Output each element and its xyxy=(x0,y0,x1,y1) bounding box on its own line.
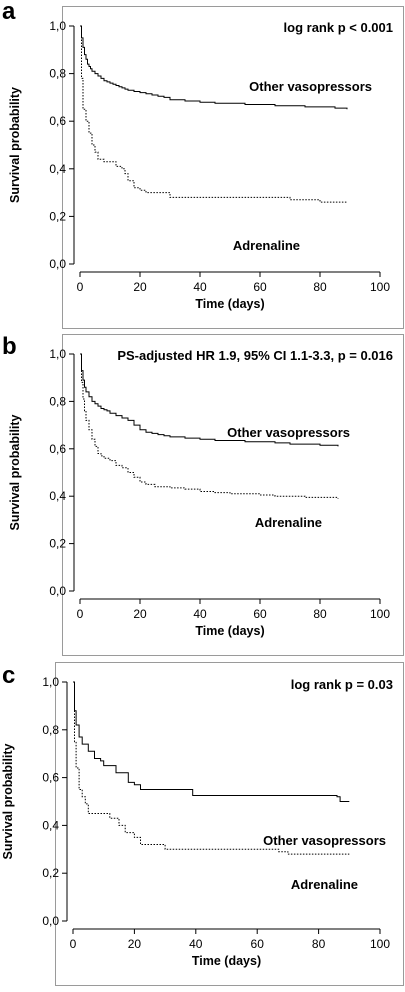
x-axis-label: Time (days) xyxy=(195,624,264,638)
y-tick-label: 0,0 xyxy=(42,914,59,928)
series-label-adrenaline: Adrenaline xyxy=(291,877,358,892)
y-tick-label: 0,2 xyxy=(42,866,59,880)
x-tick-label: 0 xyxy=(70,937,77,951)
series-label-other-vasopressors: Other vasopressors xyxy=(227,425,350,440)
y-axis-label: Survival probability xyxy=(8,87,22,203)
y-tick-label: 0,4 xyxy=(49,489,66,503)
x-tick-label: 80 xyxy=(312,937,326,951)
chart-panel-b: b 0 20 40 60 80 100 0,0 0,2 0,4 0,6 0,8 1,0 Time (day… xyxy=(2,333,404,656)
chart-panel-c: c 0 20 40 60 80 100 0,0 0,2 0,4 0,6 0,8 1,0 Time (day… xyxy=(1,662,404,986)
chart-panel-a: a 0 20 40 60 80 100 0,0 0,2 0,4 0,6 0,8 1,0 Time (day… xyxy=(2,0,404,329)
x-axis-label: Time (days) xyxy=(195,297,264,311)
y-axis-label: Survival probability xyxy=(8,414,22,530)
x-tick-label: 80 xyxy=(313,607,327,621)
panel-letter: b xyxy=(2,333,17,360)
y-tick-label: 0,8 xyxy=(49,67,66,81)
y-tick-label: 0,4 xyxy=(42,818,59,832)
series-label-other-vasopressors: Other vasopressors xyxy=(263,833,386,848)
x-tick-label: 100 xyxy=(370,280,390,294)
y-tick-label: 0,6 xyxy=(42,771,59,785)
y-tick-label: 0,4 xyxy=(49,162,66,176)
x-tick-label: 60 xyxy=(251,937,265,951)
y-tick-label: 0,2 xyxy=(49,537,66,551)
x-tick-label: 20 xyxy=(128,937,142,951)
plot-frame xyxy=(55,662,404,986)
y-tick-label: 0,6 xyxy=(49,114,66,128)
x-tick-label: 100 xyxy=(370,937,390,951)
series-line-adrenaline xyxy=(80,25,347,203)
x-tick-label: 0 xyxy=(77,607,84,621)
series-line-other-vasopressors xyxy=(80,25,348,110)
x-tick-label: 60 xyxy=(253,607,267,621)
annotation-text: log rank p < 0.001 xyxy=(284,20,393,35)
x-tick-label: 100 xyxy=(370,607,390,621)
series-label-adrenaline: Adrenaline xyxy=(255,515,322,530)
y-tick-label: 0,0 xyxy=(49,584,66,598)
series-line-adrenaline xyxy=(80,353,339,499)
panel-letter: a xyxy=(2,0,16,25)
series-line-adrenaline xyxy=(73,681,350,855)
x-tick-label: 0 xyxy=(77,280,84,294)
annotation-text: log rank p = 0.03 xyxy=(291,677,393,692)
y-tick-label: 0,8 xyxy=(42,723,59,737)
x-tick-label: 40 xyxy=(189,937,203,951)
series-label-other-vasopressors: Other vasopressors xyxy=(249,79,372,94)
panel-letter: c xyxy=(2,662,15,689)
x-axis-label: Time (days) xyxy=(192,954,261,968)
x-tick-label: 40 xyxy=(193,280,207,294)
x-tick-label: 20 xyxy=(133,280,147,294)
x-tick-label: 60 xyxy=(253,280,267,294)
x-tick-label: 80 xyxy=(313,280,327,294)
y-tick-label: 0,0 xyxy=(49,257,66,271)
series-line-other-vasopressors xyxy=(80,353,339,447)
y-axis-label: Survival probability xyxy=(1,743,15,859)
annotation-text: PS-adjusted HR 1.9, 95% CI 1.1-3.3, p = … xyxy=(117,348,393,363)
y-tick-label: 0,2 xyxy=(49,209,66,223)
x-tick-label: 20 xyxy=(133,607,147,621)
y-tick-label: 0,6 xyxy=(49,442,66,456)
series-label-adrenaline: Adrenaline xyxy=(233,238,300,253)
x-tick-label: 40 xyxy=(193,607,207,621)
y-tick-label: 0,8 xyxy=(49,394,66,408)
y-tick-label: 1,0 xyxy=(49,19,66,33)
y-tick-label: 1,0 xyxy=(49,347,66,361)
y-tick-label: 1,0 xyxy=(42,675,59,689)
plot-frame xyxy=(62,334,404,656)
plot-frame xyxy=(62,6,404,329)
series-line-other-vasopressors xyxy=(73,681,350,802)
